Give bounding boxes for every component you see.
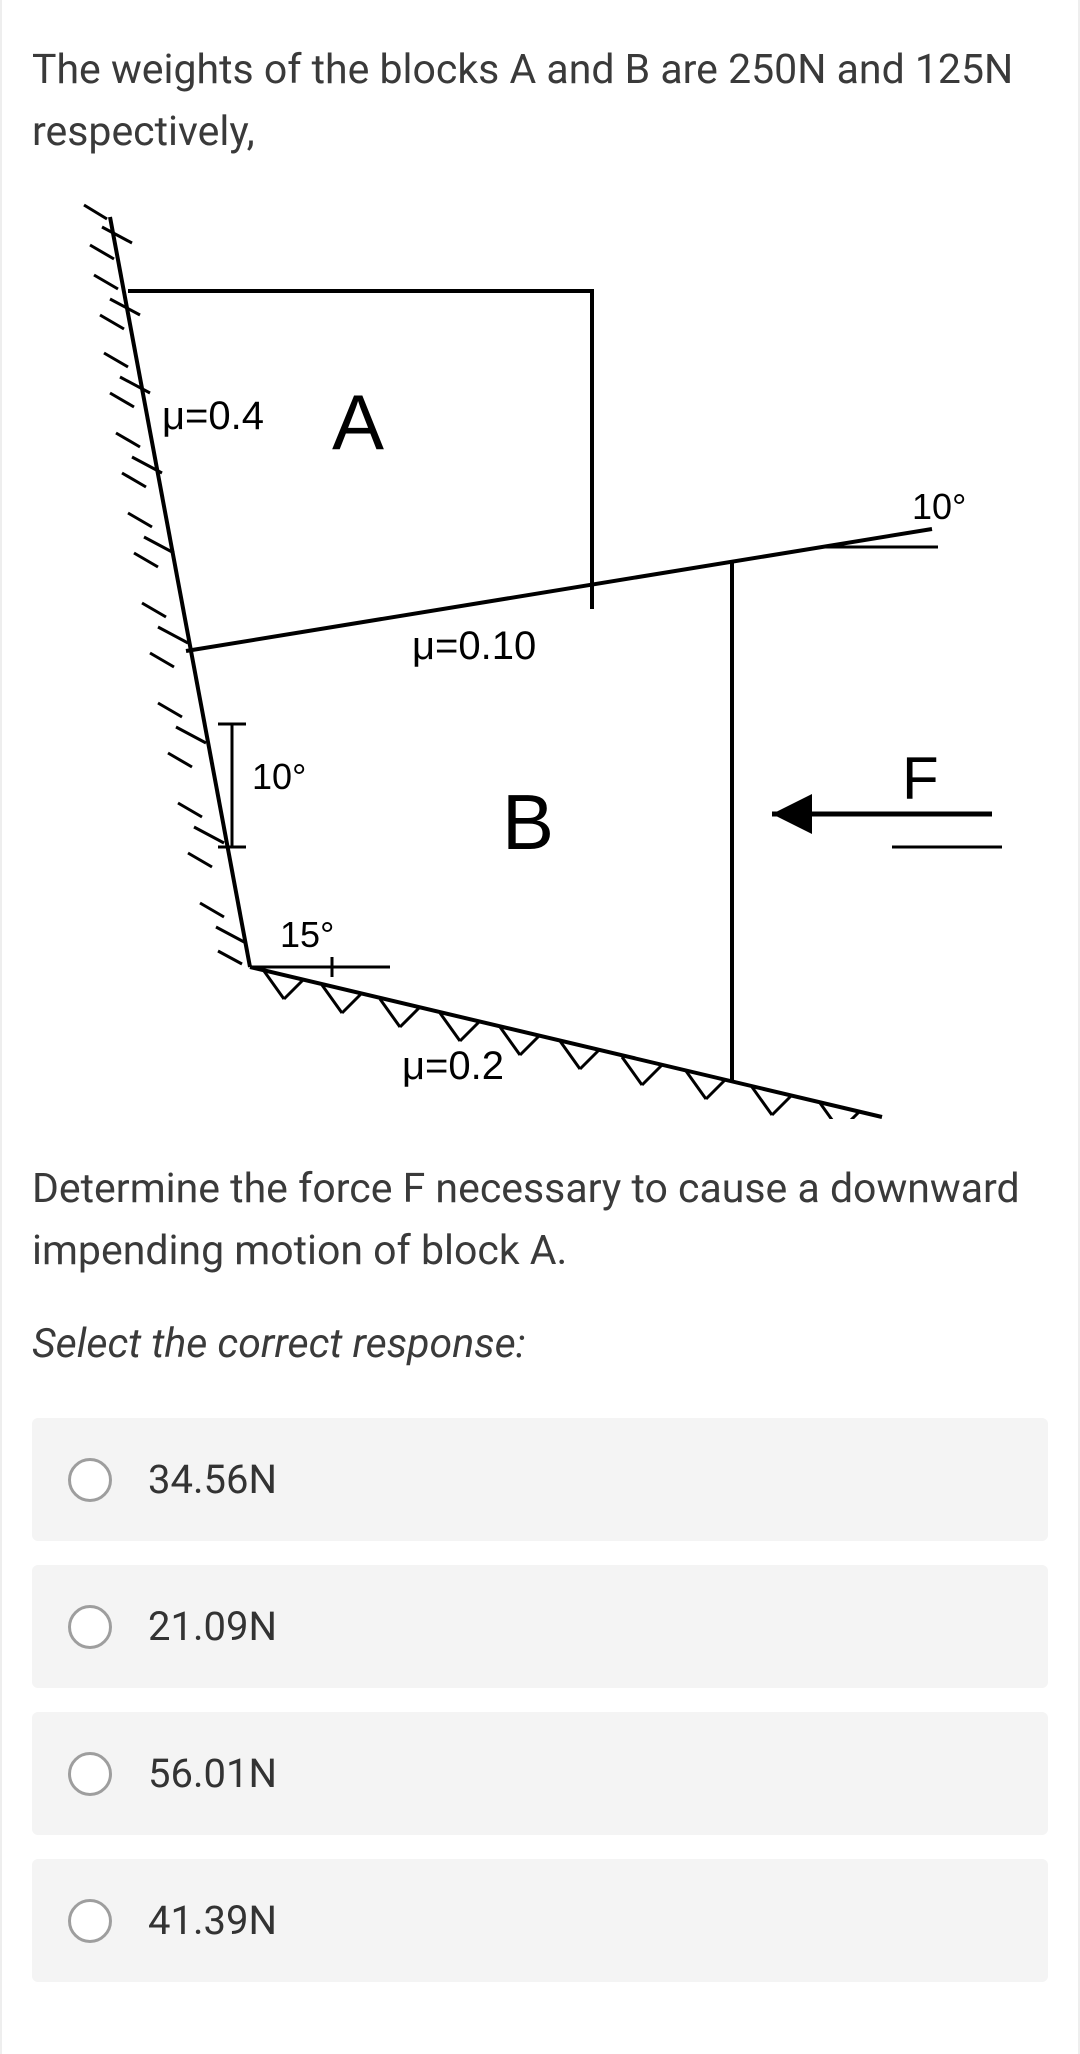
angle-floor-label: 15° (280, 914, 334, 955)
option-1[interactable]: 21.09N (32, 1565, 1048, 1688)
radio-icon (68, 1458, 112, 1502)
radio-icon (68, 1899, 112, 1943)
option-3[interactable]: 41.39N (32, 1859, 1048, 1982)
angle-wall-label: 10° (252, 756, 306, 797)
question-prompt: Determine the force F necessary to cause… (32, 1159, 1048, 1282)
force-f-arrowhead (772, 794, 812, 834)
mu-floor-label: μ=0.2 (402, 1044, 504, 1088)
select-instruction: Select the correct response: (32, 1320, 1048, 1368)
floor-line (250, 967, 882, 1117)
option-2[interactable]: 56.01N (32, 1712, 1048, 1835)
diagram: μ=0.4 A μ=0.10 10° 10° 15° B F μ=0.2 (32, 199, 1032, 1119)
question-intro: The weights of the blocks A and B are 25… (32, 40, 1048, 163)
block-a-label: A (332, 378, 384, 466)
wall-hatching (84, 205, 246, 964)
option-label: 41.39N (148, 1897, 277, 1944)
block-b-label: B (502, 778, 554, 866)
radio-icon (68, 1752, 112, 1796)
radio-icon (68, 1605, 112, 1649)
option-0[interactable]: 34.56N (32, 1418, 1048, 1541)
angle-f-label: 10° (912, 486, 966, 527)
wall-line (110, 217, 250, 967)
force-f-label: F (902, 745, 939, 812)
mu-wall-label: μ=0.4 (162, 394, 264, 438)
option-label: 56.01N (148, 1750, 277, 1797)
interface-ab-line (186, 529, 932, 651)
question-container: The weights of the blocks A and B are 25… (0, 0, 1080, 2054)
options-list: 34.56N 21.09N 56.01N 41.39N (32, 1418, 1048, 1982)
mu-ab-label: μ=0.10 (412, 624, 536, 668)
option-label: 21.09N (148, 1603, 277, 1650)
option-label: 34.56N (148, 1456, 277, 1503)
